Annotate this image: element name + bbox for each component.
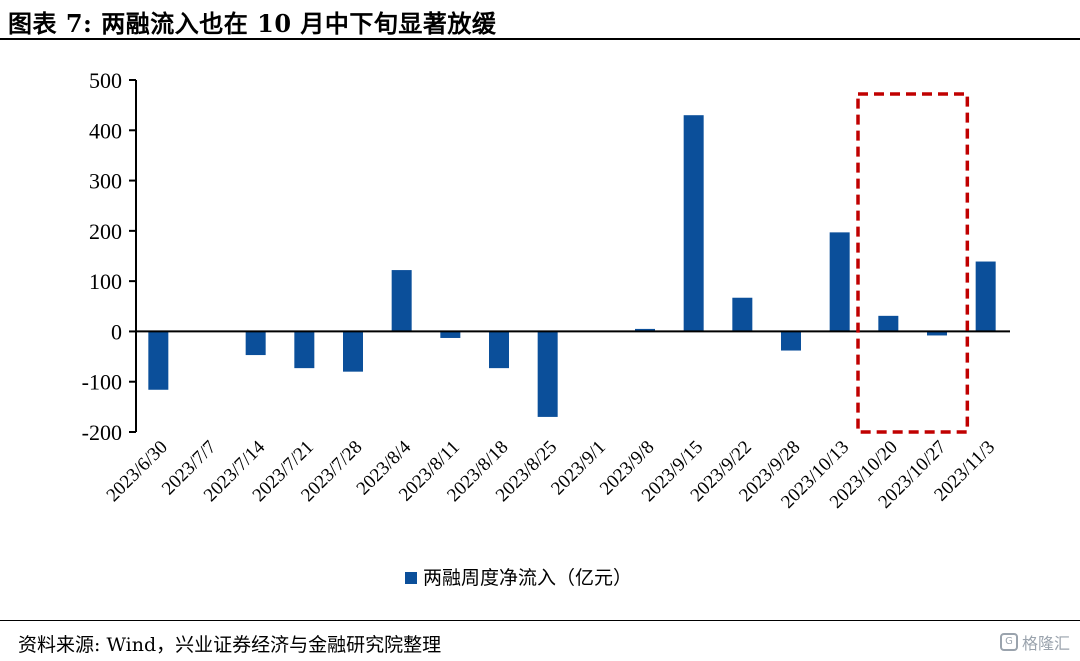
highlight-box (856, 92, 970, 434)
y-tick-label: 200 (89, 219, 122, 244)
watermark-text: 格隆汇 (1021, 634, 1070, 653)
bar (343, 331, 363, 372)
bar (878, 315, 899, 332)
bar-chart: 5004003002001000-100-2002023/6/302023/7/… (82, 68, 1010, 589)
y-tick-label: 0 (111, 319, 122, 344)
x-tick-label: 2023/6/30 (103, 437, 172, 506)
legend-swatch (405, 572, 417, 584)
y-tick-label: -100 (82, 370, 122, 395)
watermark-logo-icon: G (999, 633, 1018, 651)
title-rule (0, 38, 1080, 40)
bar (391, 270, 412, 332)
bar (440, 331, 461, 338)
y-tick-label: 400 (89, 118, 122, 143)
legend-label: 两融周度净流入（亿元） (423, 567, 632, 589)
bar (245, 331, 266, 356)
bar (683, 115, 704, 332)
figure-title: 图表 7: 两融流入也在 10 月中下旬显著放缓 (8, 9, 497, 38)
y-tick-label: 100 (89, 269, 122, 294)
bar (829, 232, 850, 332)
footer-rule (0, 620, 1080, 621)
y-tick-label: -200 (82, 420, 122, 445)
y-tick-label: 300 (89, 169, 122, 194)
bar (294, 331, 315, 369)
bar (635, 328, 655, 332)
bar (537, 331, 558, 417)
watermark: G 格隆汇 (999, 630, 1070, 654)
bar (732, 297, 753, 332)
y-tick-label: 500 (89, 68, 122, 93)
bar (148, 331, 169, 390)
source-note: 资料来源: Wind，兴业证券经济与金融研究院整理 (18, 634, 442, 656)
bar (927, 331, 947, 336)
bar (489, 331, 509, 369)
bar (781, 331, 801, 351)
bar (975, 261, 996, 332)
